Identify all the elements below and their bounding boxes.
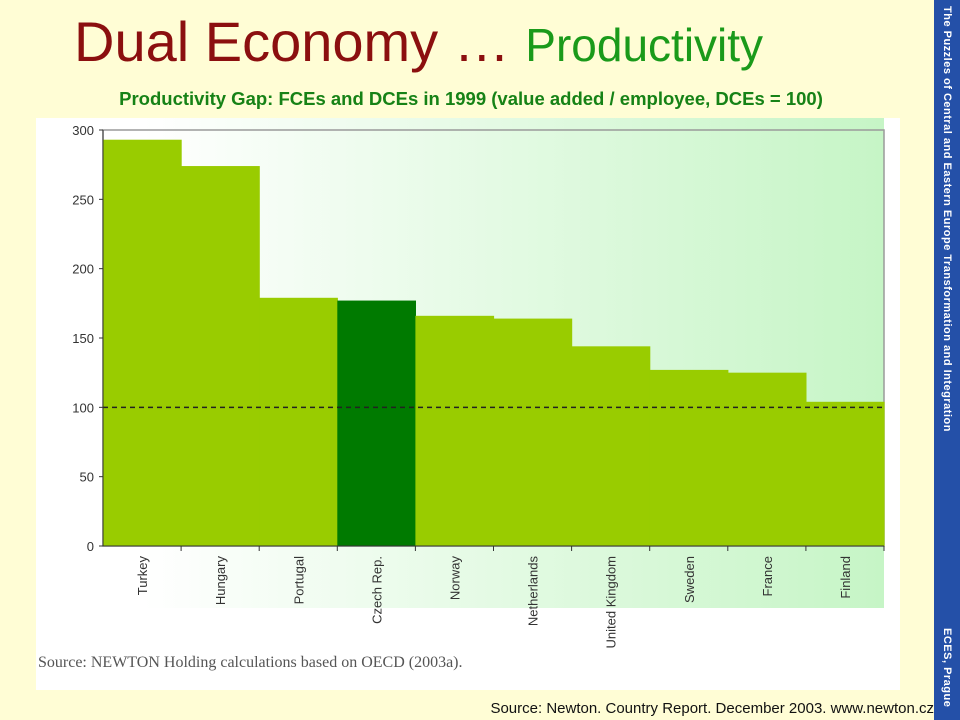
side-band [934, 0, 960, 720]
x-tick-label-netherlands: Netherlands [526, 556, 541, 627]
bar-portugal [259, 297, 338, 546]
slide-title-main: Dual Economy … [74, 10, 510, 73]
bar-norway [415, 315, 495, 546]
bar-czech-rep [337, 300, 416, 546]
chart-figure-panel: 0 50 100 150 200 250 300 Turkey Hungary Portugal C… [36, 118, 900, 690]
y-tick-label-150: 150 [72, 331, 94, 346]
y-tick-label-300: 300 [72, 123, 94, 138]
slide-title: Dual Economy … Productivity [74, 6, 763, 81]
x-tick-label-turkey: Turkey [135, 556, 150, 596]
x-tick-label-czech-rep: Czech Rep. [369, 556, 384, 624]
side-band-title: The Puzzles of Central and Eastern Europ… [941, 6, 953, 432]
y-tick-label-200: 200 [72, 262, 94, 277]
chart-title: Productivity Gap: FCEs and DCEs in 1999 … [119, 88, 823, 109]
x-tick-label-hungary: Hungary [213, 556, 228, 606]
x-tick-label-united-kingdom: United Kingdom [604, 556, 619, 649]
y-tick-label-100: 100 [72, 400, 94, 415]
bar-finland [805, 401, 885, 546]
y-tick-label-0: 0 [87, 539, 94, 554]
bar-united-kingdom [571, 346, 651, 546]
side-band-org: ECES, Prague [941, 628, 953, 708]
bar-sweden [649, 369, 729, 546]
footer-source: Source: Newton. Country Report. December… [490, 700, 934, 717]
bar-chart: 0 50 100 150 200 250 300 Turkey Hungary Portugal C… [72, 118, 885, 649]
x-tick-label-norway: Norway [447, 556, 462, 601]
bar-netherlands [493, 318, 573, 546]
y-tick-label-250: 250 [72, 192, 94, 207]
y-tick-label-50: 50 [80, 470, 94, 485]
bar-turkey [103, 139, 182, 546]
x-tick-label-france: France [760, 556, 775, 596]
x-tick-label-sweden: Sweden [682, 556, 697, 603]
chart-source-note: Source: NEWTON Holding calculations base… [38, 654, 463, 671]
bar-france [727, 372, 807, 546]
x-tick-label-portugal: Portugal [291, 556, 306, 605]
x-tick-label-finland: Finland [838, 556, 853, 599]
slide-title-topic: Productivity [525, 19, 764, 71]
bar-hungary [181, 166, 260, 546]
